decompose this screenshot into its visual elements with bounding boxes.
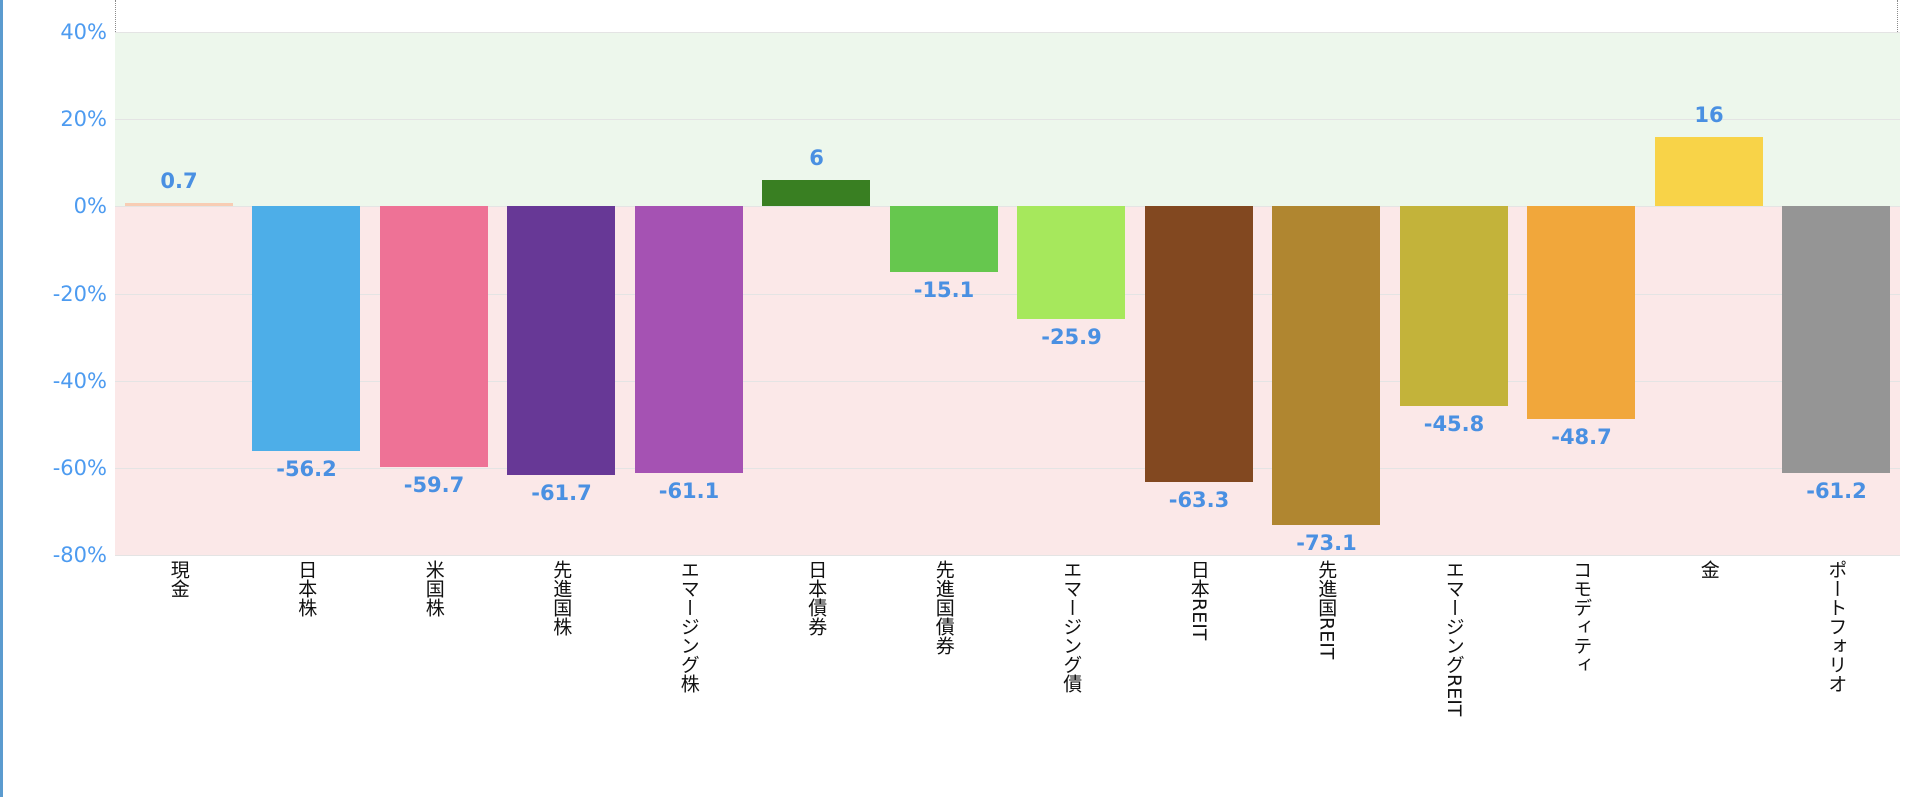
gridline — [115, 119, 1900, 120]
bar-4[interactable] — [634, 206, 743, 473]
bar-3[interactable] — [507, 206, 616, 476]
x-category-label: 先進国REIT — [1315, 560, 1338, 660]
bar-value-label: -61.1 — [658, 478, 720, 503]
bar-chart-plot-area: 0.7 -56.2 -59.7 -61.7 -61.1 6 -15.1 -25.9 -63.3 -… — [115, 32, 1900, 556]
bar-12[interactable] — [1654, 136, 1763, 207]
x-category-label: エマージング債 — [1060, 560, 1083, 693]
bar-value-label: -48.7 — [1551, 424, 1612, 449]
x-category-label: エマージングREIT — [1442, 560, 1465, 717]
bar-value-label: 16 — [1694, 102, 1724, 127]
bar-8[interactable] — [1144, 206, 1253, 483]
bar-value-label: -73.1 — [1296, 530, 1357, 555]
x-category-label: ポートフォリオ — [1825, 560, 1848, 693]
x-category-label: 日本REIT — [1187, 560, 1210, 641]
bar-5[interactable] — [762, 180, 871, 207]
y-tick-label: -60% — [52, 455, 107, 480]
bar-value-label: -63.3 — [1168, 488, 1230, 513]
bar-11[interactable] — [1527, 206, 1636, 419]
gridline — [115, 206, 1900, 207]
x-category-label: 米国株 — [422, 560, 445, 617]
y-tick-label: -20% — [52, 281, 107, 306]
bar-value-label: 6 — [809, 146, 824, 171]
bar-value-label: -25.9 — [1041, 325, 1102, 350]
bar-value-label: -61.2 — [1806, 479, 1867, 504]
bar-6[interactable] — [889, 206, 998, 273]
y-tick-label: -80% — [52, 543, 107, 567]
bar-1[interactable] — [252, 206, 361, 452]
x-category-label: 金 — [1697, 560, 1720, 579]
y-tick-label: 0% — [73, 194, 107, 219]
x-category-label: 日本株 — [295, 560, 318, 617]
x-category-label: 日本債券 — [805, 560, 828, 636]
bar-value-label: -15.1 — [913, 278, 975, 303]
gridline — [115, 555, 1900, 556]
bar-9[interactable] — [1272, 206, 1381, 525]
bar-value-label: -45.8 — [1423, 411, 1485, 436]
y-tick-label: 20% — [60, 107, 107, 132]
gridline — [115, 32, 1900, 33]
bar-value-label: -56.2 — [276, 457, 337, 482]
bar-10[interactable] — [1399, 206, 1508, 406]
y-tick-label: -40% — [52, 368, 107, 393]
bar-value-label: -61.7 — [531, 481, 592, 506]
y-tick-label: 40% — [60, 20, 107, 44]
bar-0[interactable] — [124, 203, 233, 207]
bar-7[interactable] — [1017, 206, 1126, 320]
plot-right-dotted-guide — [1897, 0, 1898, 32]
x-category-label: 先進国株 — [550, 560, 573, 636]
x-category-label: 現金 — [167, 560, 190, 598]
gridline — [115, 468, 1900, 469]
gridline — [115, 294, 1900, 295]
x-category-label: 先進国債券 — [932, 560, 955, 655]
bar-value-label: 0.7 — [160, 169, 198, 194]
bar-2[interactable] — [379, 206, 488, 467]
x-category-label: エマージング株 — [677, 560, 700, 693]
left-panel-border — [0, 0, 3, 797]
bar-value-label: -59.7 — [403, 472, 465, 497]
bar-13[interactable] — [1782, 206, 1891, 474]
gridline — [115, 381, 1900, 382]
x-category-label: コモディティ — [1570, 560, 1593, 674]
plot-left-dotted-guide — [115, 0, 116, 32]
